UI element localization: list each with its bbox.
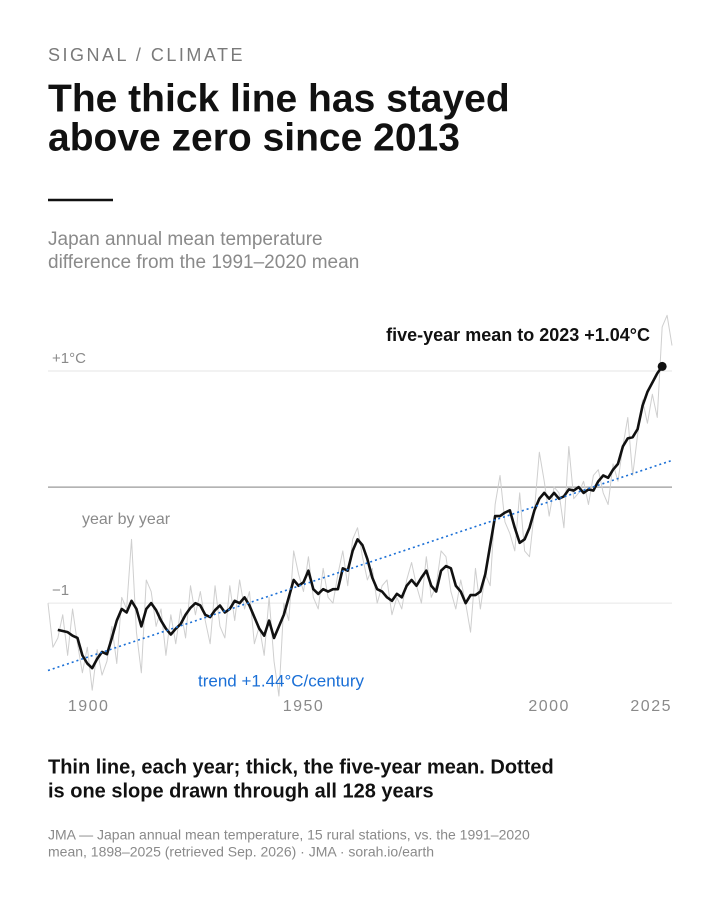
end-point <box>657 361 667 371</box>
annual-label: year by year <box>82 511 171 528</box>
x-tick-label: 1950 <box>283 698 325 715</box>
y-tick-label: +1°C <box>52 350 86 367</box>
subtitle: Japan annual mean temperature <box>48 229 323 250</box>
trend-label: trend +1.44°C/century <box>198 671 365 690</box>
x-tick-label: 2000 <box>528 698 570 715</box>
y-tick-label: −1 <box>52 582 69 599</box>
headline: The thick line has stayed <box>48 77 510 120</box>
subtitle: difference from the 1991–2020 mean <box>48 252 359 273</box>
end-label: five-year mean to 2023 +1.04°C <box>386 325 650 345</box>
headline: above zero since 2013 <box>48 116 460 159</box>
source: JMA — Japan annual mean temperature, 15 … <box>48 827 530 843</box>
caption: is one slope drawn through all 128 years <box>48 780 434 802</box>
caption: Thin line, each year; thick, the five-ye… <box>48 756 554 778</box>
kicker: SIGNAL / CLIMATE <box>48 45 245 65</box>
source: mean, 1898–2025 (retrieved Sep. 2026) · … <box>48 844 434 860</box>
x-tick-label: 2025 <box>630 698 672 715</box>
x-tick-label: 1900 <box>68 698 110 715</box>
